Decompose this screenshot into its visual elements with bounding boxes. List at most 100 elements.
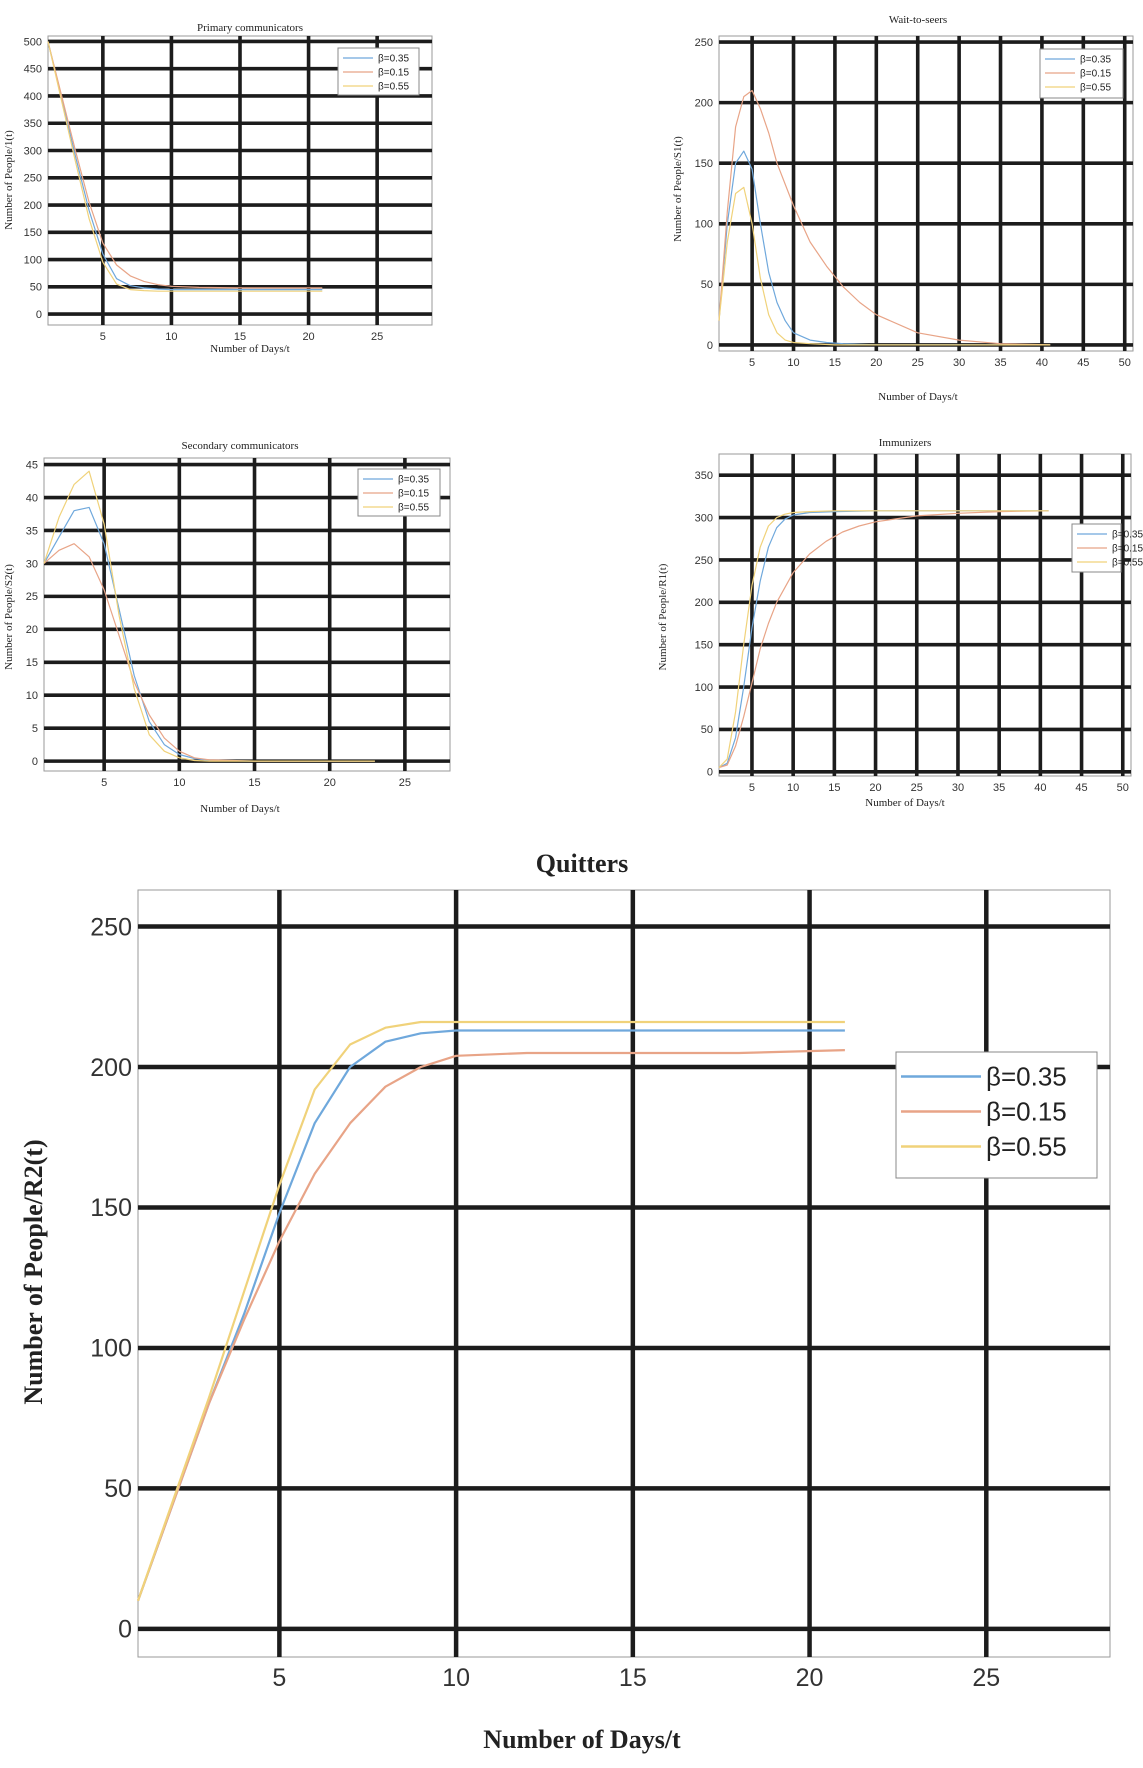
y-tick-label: 150 [695,640,713,652]
chart-title: Wait-to-seers [889,14,947,26]
legend-entry: β=0.35 [378,54,409,65]
x-tick-label: 15 [248,777,260,789]
x-tick-label: 25 [399,777,411,789]
chart-title: Primary communicators [197,22,303,34]
y-axis-label: Number of People/S2(t) [3,564,15,670]
chart-1: 5 10 15 20 25 30 35 40 45 50 0 50 100 150 200 250 Wait-t… [672,14,1134,403]
y-tick-label: 150 [90,1194,132,1222]
legend-entry: β=0.55 [378,82,409,93]
x-axis-label: Number of Days/t [200,803,279,815]
x-tick-label: 50 [1117,782,1129,794]
y-tick-label: 45 [26,459,38,471]
y-tick-label: 500 [24,36,42,48]
x-tick-label: 35 [994,357,1006,369]
series-line-2 [718,186,1051,346]
legend: β=0.35 β=0.15 β=0.55 [1071,523,1143,573]
legend-entry: β=0.15 [398,489,429,500]
legend-entry: β=0.15 [378,68,409,79]
x-tick-label: 5 [101,777,107,789]
x-tick-label: 20 [796,1664,824,1692]
x-tick-label: 25 [371,331,383,343]
y-axis-label: Number of People/R2(t) [19,1139,48,1404]
x-tick-label: 10 [165,331,177,343]
y-tick-label: 50 [30,282,42,294]
x-tick-label: 20 [302,331,314,343]
x-tick-label: 10 [442,1664,470,1692]
series-line-1 [47,41,323,289]
legend-entry: β=0.15 [1080,69,1111,80]
y-axis-label: Number of People/S1(t) [672,136,684,242]
x-tick-label: 5 [749,357,755,369]
y-tick-label: 40 [26,492,38,504]
x-tick-label: 15 [829,357,841,369]
x-tick-label: 25 [912,357,924,369]
x-tick-label: 40 [1036,357,1048,369]
y-tick-label: 450 [24,64,42,76]
x-tick-label: 25 [972,1664,1000,1692]
y-tick-label: 100 [695,219,713,231]
y-tick-label: 0 [32,756,38,768]
x-tick-label: 25 [911,782,923,794]
y-axis-label: Number of People/1(t) [3,130,15,230]
y-tick-label: 250 [90,913,132,941]
legend-entry: β=0.55 [986,1132,1067,1162]
x-tick-label: 35 [993,782,1005,794]
x-tick-label: 5 [272,1664,286,1692]
x-tick-label: 5 [749,782,755,794]
y-tick-label: 50 [701,724,713,736]
x-axis-label: Number of Days/t [483,1725,681,1754]
y-tick-label: 150 [695,158,713,170]
y-tick-label: 0 [118,1616,132,1644]
plot-area [718,453,1132,777]
x-tick-label: 15 [234,331,246,343]
x-axis-label: Number of Days/t [210,343,289,355]
y-tick-label: 100 [90,1335,132,1363]
y-tick-label: 200 [695,597,713,609]
chart-title: Secondary communicators [182,440,299,452]
legend-entry: β=0.15 [1112,544,1143,555]
x-tick-label: 10 [173,777,185,789]
y-tick-label: 200 [24,200,42,212]
legend-entry: β=0.35 [1080,55,1111,66]
y-tick-label: 200 [90,1054,132,1082]
y-tick-label: 35 [26,525,38,537]
x-tick-label: 10 [787,357,799,369]
x-tick-label: 15 [619,1664,647,1692]
x-tick-label: 20 [869,782,881,794]
y-tick-label: 15 [26,657,38,669]
y-tick-label: 200 [695,97,713,109]
legend-entry: β=0.35 [398,475,429,486]
y-tick-label: 50 [701,279,713,291]
x-tick-label: 40 [1034,782,1046,794]
y-tick-label: 5 [32,723,38,735]
y-tick-label: 400 [24,91,42,103]
y-tick-label: 25 [26,591,38,603]
x-tick-label: 20 [324,777,336,789]
series-line-2 [47,41,323,292]
series-line-0 [47,41,323,291]
y-tick-label: 0 [707,340,713,352]
series-line-1 [718,89,1051,346]
y-tick-label: 0 [36,309,42,321]
x-tick-label: 15 [828,782,840,794]
y-tick-label: 350 [695,470,713,482]
legend-box [895,1051,1098,1179]
chart-title: Immunizers [879,437,932,449]
series-line-1 [136,1049,845,1602]
x-tick-label: 30 [952,782,964,794]
legend-entry: β=0.35 [1112,530,1143,541]
chart-0: 5 10 15 20 25050100150200250300350400450500P… [3,22,433,355]
legend-entry: β=0.55 [1112,558,1143,569]
series-line-2 [136,1020,845,1602]
x-tick-label: 20 [870,357,882,369]
legend: β=0.35 β=0.15 β=0.55 [895,1051,1098,1179]
chart-title: Quitters [536,849,628,878]
legend-entry: β=0.35 [986,1062,1067,1092]
x-tick-label: 45 [1077,357,1089,369]
legend-entry: β=0.55 [1080,83,1111,94]
series-line-1 [718,510,1049,769]
y-tick-label: 250 [24,173,42,185]
y-tick-label: 30 [26,558,38,570]
